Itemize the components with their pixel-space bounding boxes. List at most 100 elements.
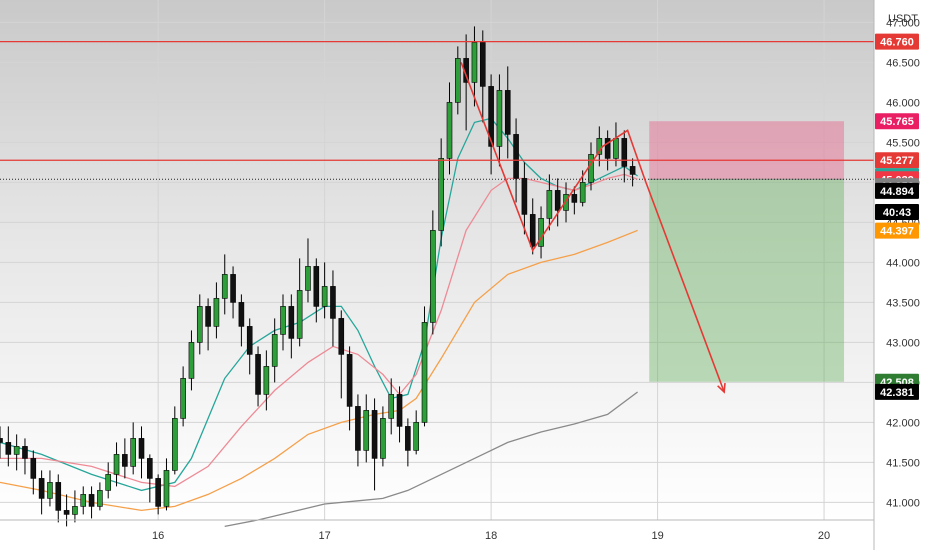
moving-average-line <box>224 391 638 528</box>
x-tick-label: 16 <box>152 530 164 542</box>
candle-body-down <box>313 266 320 307</box>
candle <box>263 350 270 411</box>
price-tag-background <box>875 33 919 50</box>
candle-body-up <box>305 266 311 291</box>
candle <box>196 294 203 355</box>
candle-body-up <box>546 190 553 219</box>
y-tick-label: 47.000 <box>886 17 920 29</box>
candle <box>188 330 195 391</box>
candle-body-down <box>205 306 211 327</box>
candle-body-down <box>288 306 295 339</box>
candle-body-down <box>147 458 153 479</box>
candle-body-down <box>155 478 161 507</box>
candle-body-down <box>122 454 128 467</box>
y-tick-label: 41.500 <box>886 457 920 469</box>
candle-body-up <box>72 506 78 515</box>
candle <box>163 458 170 511</box>
candle <box>554 178 561 227</box>
candle <box>72 490 78 523</box>
candle <box>604 130 611 171</box>
candle-body-up <box>97 490 103 507</box>
candle-body-up <box>321 286 328 307</box>
candle <box>455 46 461 115</box>
candle-body-up <box>363 410 370 451</box>
candle-body-down <box>396 394 403 427</box>
candle <box>496 74 503 167</box>
candle <box>213 282 220 339</box>
candle-body-up <box>263 366 270 395</box>
candle <box>413 410 419 455</box>
candle-body-down <box>0 438 3 443</box>
candle <box>296 258 303 347</box>
candle <box>380 406 386 467</box>
candle-body-up <box>271 334 278 367</box>
candle <box>338 310 345 399</box>
candle-body-down <box>55 482 62 511</box>
price-tag-label: 42.381 <box>880 387 914 399</box>
candle <box>113 442 120 487</box>
y-tick-label: 45.500 <box>886 137 920 149</box>
candle-body-up <box>455 58 461 103</box>
candle-body-down <box>138 438 145 459</box>
candle <box>63 494 70 527</box>
moving-average-line <box>0 173 638 488</box>
candle-body-up <box>47 482 53 499</box>
candle-body-up <box>163 470 170 507</box>
candle-body-down <box>554 190 561 211</box>
candle-body-down <box>338 318 345 355</box>
price-tag-background <box>875 182 919 199</box>
candle-body-down <box>355 406 361 451</box>
candle <box>30 450 37 495</box>
candle <box>430 210 436 335</box>
candle <box>313 258 320 323</box>
candle-body-down <box>504 90 511 135</box>
price-tag-label: 40:43 <box>883 207 911 219</box>
candle-body-up <box>113 454 120 475</box>
y-tick-label: 44.000 <box>886 257 920 269</box>
candle-body-up <box>196 306 203 343</box>
candle-body-down <box>346 354 353 407</box>
candle <box>138 426 145 479</box>
candle-body-down <box>5 442 12 455</box>
pattern-line <box>460 62 647 253</box>
price-tag: 42.381 <box>875 383 919 400</box>
candle-body-up <box>213 298 220 327</box>
candle-body-up <box>388 394 395 419</box>
candle <box>280 294 286 351</box>
candle-body-up <box>380 418 386 459</box>
candle-body-down <box>371 410 378 459</box>
candle <box>13 434 20 471</box>
candle <box>80 486 87 515</box>
price-tag-background <box>875 222 919 239</box>
candle-body-down <box>38 478 45 499</box>
candle-body-up <box>13 446 20 455</box>
candle <box>155 474 161 515</box>
projection-arrow-line <box>645 182 725 393</box>
price-tag-label: 46.760 <box>880 37 914 49</box>
candle <box>571 186 578 215</box>
price-tag: 40:43 <box>875 204 919 220</box>
candle-body-up <box>471 42 478 83</box>
candle <box>55 474 62 523</box>
candle-body-up <box>413 422 419 451</box>
y-tick-label: 43.500 <box>886 297 920 309</box>
x-tick-label: 17 <box>319 530 331 542</box>
candle <box>88 486 95 519</box>
price-tag: 45.765 <box>875 113 919 130</box>
candle <box>538 206 544 259</box>
y-tick-label: 42.000 <box>886 417 920 429</box>
candle <box>288 294 295 359</box>
candle-body-up <box>172 418 178 471</box>
candle <box>230 266 236 319</box>
candle <box>0 426 3 459</box>
candle <box>330 270 336 347</box>
candle <box>22 438 28 475</box>
candle-body-up <box>421 322 428 423</box>
price-tag-background <box>875 113 919 130</box>
candle-body-up <box>188 342 195 379</box>
projection-arrow-head <box>717 382 726 394</box>
candle <box>546 174 553 231</box>
candle-body-down <box>479 42 486 87</box>
price-tag: 46.760 <box>875 33 919 50</box>
